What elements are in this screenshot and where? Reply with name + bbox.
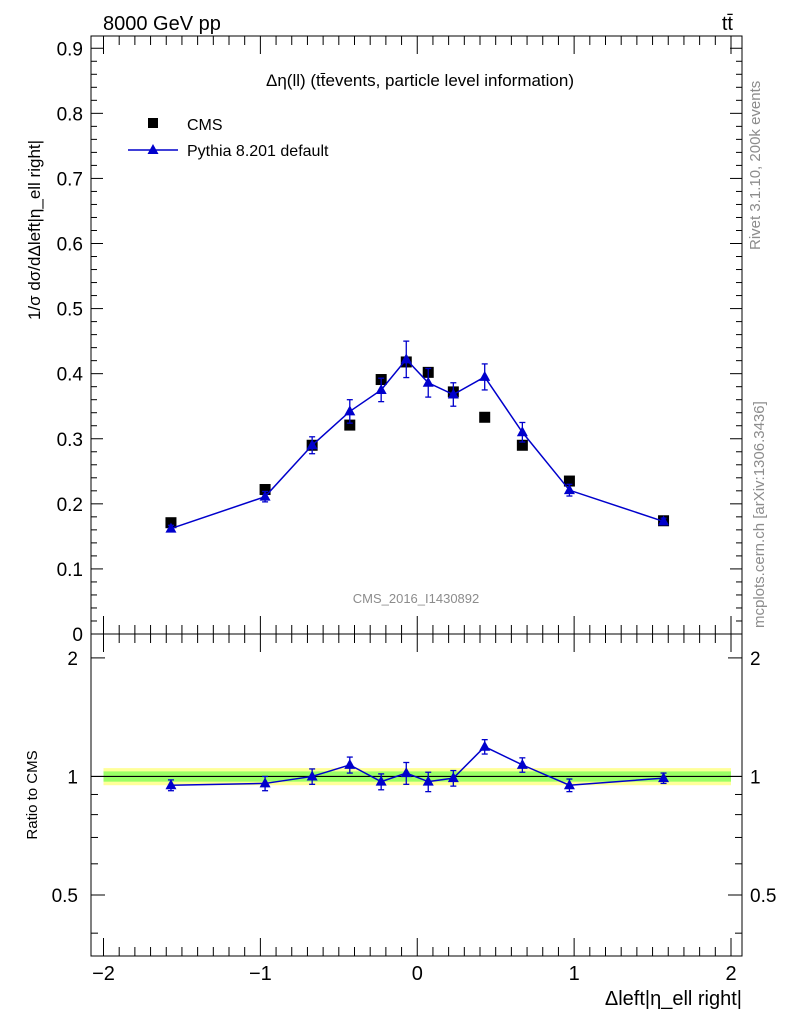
ratio-data-point <box>479 740 491 751</box>
ratio-data-point <box>563 779 575 790</box>
pythia-series-line <box>170 358 664 530</box>
ratio-y-axis-title: Ratio to CMS <box>24 750 41 839</box>
main-y-tick-label: 0.7 <box>57 169 83 190</box>
pythia-data-point <box>516 426 528 437</box>
ratio-data-point <box>658 772 670 783</box>
ratio-data-point <box>516 758 528 769</box>
legend-label-mc: Pythia 8.201 default <box>187 143 329 160</box>
main-data-marks <box>165 340 670 533</box>
x-tick-label: 1 <box>569 963 580 985</box>
main-y-tick-label: 0.5 <box>57 300 83 321</box>
pythia-data-point <box>259 490 271 501</box>
pythia-data-point <box>563 484 575 495</box>
main-panel: 0.1 0.2 0.3 0.4 0.5 0.6 0.7 0.8 0.9 0 Δη(ll) (tt̄… <box>25 35 743 646</box>
legend-label-cms: CMS <box>187 117 223 134</box>
main-y-tick-label: 0.9 <box>57 39 83 60</box>
ratio-y-tick-label: 2 <box>67 649 78 670</box>
ratio-data-marks <box>165 739 670 793</box>
ratio-x-ticks: −2 −1 0 1 2 <box>92 634 737 985</box>
main-y-tick-label: 0.1 <box>57 560 83 581</box>
cms-data-point <box>563 475 575 487</box>
x-tick-label: −1 <box>249 963 272 985</box>
pythia-data-point <box>375 383 387 394</box>
main-y-tick-label: 0.8 <box>57 104 83 125</box>
legend-marker-mc <box>147 144 159 154</box>
cms-data-point <box>479 411 491 423</box>
ratio-data-point <box>165 779 177 790</box>
main-y-ticks: 0.1 0.2 0.3 0.4 0.5 0.6 0.7 0.8 0.9 0 <box>57 39 742 646</box>
pythia-data-point <box>344 405 356 416</box>
cms-data-point <box>516 439 528 451</box>
main-title: Δη(ll) (tt̄events, particle level inform… <box>266 71 574 90</box>
pythia-data-point <box>658 515 670 526</box>
rivet-label: Rivet 3.1.10, 200k events <box>747 81 764 250</box>
ratio-data-point <box>344 758 356 769</box>
ratio-y-tick-label-right: 1 <box>750 767 761 788</box>
pythia-data-point <box>165 522 177 533</box>
ratio-y-ticks: 0.5 0.5 1 1 2 2 <box>52 649 776 934</box>
ratio-data-point <box>375 775 387 786</box>
ratio-data-point <box>400 767 412 778</box>
main-y-tick-label-zero: 0 <box>72 625 83 646</box>
ratio-series-line <box>170 745 664 786</box>
main-x-ticks <box>103 36 732 634</box>
cms-data-point <box>259 484 271 496</box>
x-tick-label: 2 <box>725 963 736 985</box>
pythia-data-point <box>306 439 318 450</box>
ratio-data-point <box>422 775 434 786</box>
cms-data-point <box>344 419 356 431</box>
legend-marker-cms <box>148 118 158 128</box>
ratio-y-tick-label: 0.5 <box>52 886 78 907</box>
main-y-tick-label: 0.3 <box>57 430 83 451</box>
main-y-axis-title: 1/σ dσ/dΔleft|η_ell right| <box>25 140 44 320</box>
ratio-y-tick-label-right: 2 <box>750 649 761 670</box>
main-y-tick-label: 0.2 <box>57 495 83 516</box>
ratio-frame <box>90 633 743 957</box>
ratio-panel: 0.5 0.5 1 1 2 2 −2 −1 0 1 2 Ratio to CMS Δleft|η_… <box>24 633 776 1010</box>
x-tick-label: −2 <box>92 963 115 985</box>
main-y-tick-label: 0.4 <box>57 365 84 386</box>
process-label: tt̄ <box>722 13 734 35</box>
pythia-data-point <box>422 376 434 387</box>
ratio-y-tick-label: 1 <box>67 767 78 788</box>
x-tick-label: 0 <box>412 963 423 985</box>
ratio-data-point <box>306 770 318 781</box>
pythia-data-point <box>400 353 412 364</box>
pythia-data-point <box>447 388 459 399</box>
energy-label: 8000 GeV pp <box>103 13 221 35</box>
ratio-data-point <box>259 777 271 788</box>
analysis-label: CMS_2016_I1430892 <box>353 591 480 606</box>
x-axis-title: Δleft|η_ell right| <box>605 988 742 1010</box>
pythia-data-point <box>479 370 491 381</box>
ratio-y-tick-label-right: 0.5 <box>750 886 776 907</box>
ratio-data-point <box>447 772 459 783</box>
main-y-tick-label: 0.6 <box>57 235 83 256</box>
legend: CMS Pythia 8.201 default <box>128 117 329 160</box>
mcplots-label: mcplots.cern.ch [arXiv:1306.3436] <box>751 401 768 628</box>
